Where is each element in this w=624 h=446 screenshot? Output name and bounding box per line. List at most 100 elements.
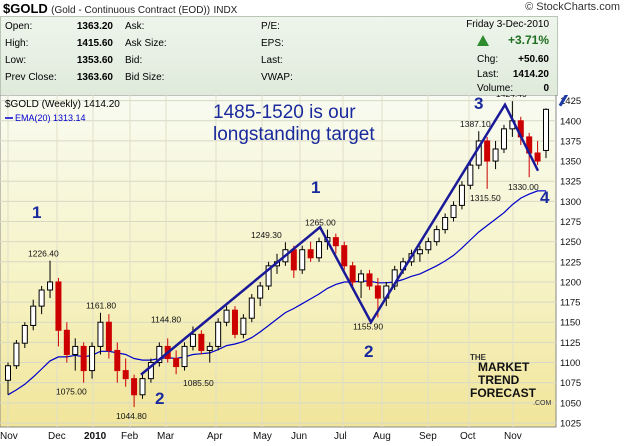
x-tick-label: Sep [419, 431, 437, 442]
y-tick-label: 1425 [560, 96, 581, 107]
prev-close-value: 1363.60 [76, 72, 113, 83]
candle-up [442, 216, 449, 231]
eps-label: EPS: [261, 38, 284, 49]
last-label-mid: Last: [261, 55, 283, 66]
candle-up [248, 297, 255, 319]
annotation-line-1: 1485-1520 is our [213, 102, 356, 123]
up-arrow-icon [477, 35, 489, 46]
wave-label: 1 [32, 203, 41, 222]
legend-series: $GOLD (Weekly) 1414.20 [5, 99, 120, 110]
pct-change: +3.71% [507, 33, 549, 47]
wave-trendline [140, 102, 540, 376]
price-label: 1144.80 [151, 314, 181, 324]
candle-up [257, 285, 264, 299]
vwap-label: VWAP: [261, 72, 293, 83]
candle-up [500, 128, 507, 150]
last-label: Last: [477, 69, 499, 80]
y-tick-label: 1275 [560, 217, 581, 228]
candle-up [358, 273, 365, 283]
candle-up [5, 365, 11, 381]
chart-title: $GOLD (Gold - Continuous Contract (EOD))… [3, 1, 237, 16]
x-tick-label: Jul [334, 431, 347, 442]
stockcharts-logo[interactable]: © StockCharts.com [525, 1, 620, 13]
candle-down [231, 309, 238, 335]
watermark-text: MARKET [478, 360, 530, 374]
candle-down [366, 273, 373, 287]
candle-up [316, 241, 323, 259]
price-label: 1075.00 [56, 387, 87, 397]
bid-size-label: Bid Size: [125, 72, 165, 83]
candle-up [433, 229, 440, 243]
candle-down [341, 245, 348, 267]
bid-label: Bid: [125, 55, 143, 66]
y-tick-label: 1350 [560, 157, 581, 168]
price-label: 1265.00 [305, 218, 336, 228]
instrument-name: (Gold - Continuous Contract (EOD)) [51, 5, 211, 16]
candle-up [139, 378, 146, 396]
y-tick-label: 1125 [560, 338, 580, 349]
wave-label: 1 [311, 178, 320, 197]
candle-up [416, 249, 423, 255]
watermark-text: .COM [533, 400, 551, 407]
candle-up [47, 281, 54, 291]
high-label: High: [5, 38, 29, 49]
price-label: 1155.90 [353, 321, 383, 331]
price-label: 1387.10 [460, 119, 491, 129]
x-tick-label: Dec [48, 431, 66, 442]
candle-up [299, 249, 306, 271]
last-value: 1414.20 [512, 69, 549, 80]
candle-down [80, 345, 87, 372]
y-tick-label: 1300 [560, 197, 581, 208]
y-tick-label: 1175 [560, 298, 580, 309]
candle-up [181, 345, 188, 368]
open-value: 1363.20 [76, 21, 113, 32]
open-label: Open: [5, 21, 33, 32]
y-tick-label: 1325 [560, 177, 581, 188]
x-tick-label: Mar [157, 431, 175, 442]
low-value: 1353.60 [76, 55, 113, 66]
candle-up [543, 108, 549, 151]
y-tick-label: 1100 [560, 358, 580, 369]
exchange: INDX [213, 5, 238, 16]
price-label: 1424.40 [496, 95, 527, 99]
chg-value: +50.60 [518, 54, 549, 65]
wave-label: 2 [155, 389, 164, 408]
quote-panel: Open: 1363.20 High: 1415.60 Low: 1353.60… [0, 16, 558, 96]
chart-area: 1025 1050 1075 1100 1125 1150 1175 1200 1225 1250… [0, 28, 624, 446]
watermark-text: TREND [478, 373, 520, 387]
candle-down [374, 285, 381, 299]
chg-label: Chg: [477, 54, 499, 65]
wave-label: 3 [474, 95, 483, 113]
candle-up [450, 204, 457, 218]
y-tick-label: 1050 [560, 398, 581, 409]
x-tick-label: Apr [207, 431, 223, 442]
price-label: 1085.50 [183, 378, 214, 388]
y-tick-label: 1400 [560, 116, 581, 127]
low-label: Low: [5, 55, 27, 66]
candle-down [122, 370, 129, 380]
candle-up [458, 184, 465, 206]
x-tick-label: Feb [121, 431, 139, 442]
annotation-line-2: longstanding target [213, 124, 375, 145]
watermark-text: FORECAST [470, 386, 537, 400]
candle-down [534, 152, 541, 162]
candle-up [467, 164, 474, 186]
price-label: 1330.00 [508, 182, 539, 192]
quote-date: Friday 3-Dec-2010 [466, 19, 549, 30]
candle-up [13, 342, 20, 367]
x-tick-label: 2010 [84, 431, 107, 442]
candle-up [265, 265, 272, 287]
candle-up [38, 289, 45, 307]
legend-ema: EMA(20) 1313.14 [15, 113, 86, 123]
candle-down [290, 249, 297, 271]
ask-size-label: Ask Size: [125, 38, 167, 49]
y-tick-label: 1225 [560, 257, 581, 268]
x-tick-label: Jun [291, 431, 307, 442]
volume-value: 0 [543, 83, 549, 94]
candle-up [240, 317, 247, 335]
price-label: 1044.80 [116, 411, 147, 421]
candle-up [97, 321, 104, 347]
y-tick-label: 1075 [560, 378, 581, 389]
volume-label: Volume: [477, 83, 514, 94]
candle-up [425, 241, 432, 251]
